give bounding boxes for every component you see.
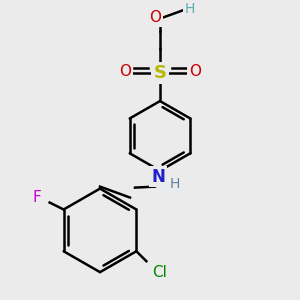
Text: O: O [189,64,201,79]
Text: S: S [154,64,166,82]
Text: O: O [119,64,131,79]
Text: O: O [149,10,161,25]
Text: F: F [32,190,41,205]
Text: N: N [151,168,165,186]
Text: H: H [170,177,180,190]
Text: Cl: Cl [152,265,167,280]
Text: H: H [185,2,195,16]
